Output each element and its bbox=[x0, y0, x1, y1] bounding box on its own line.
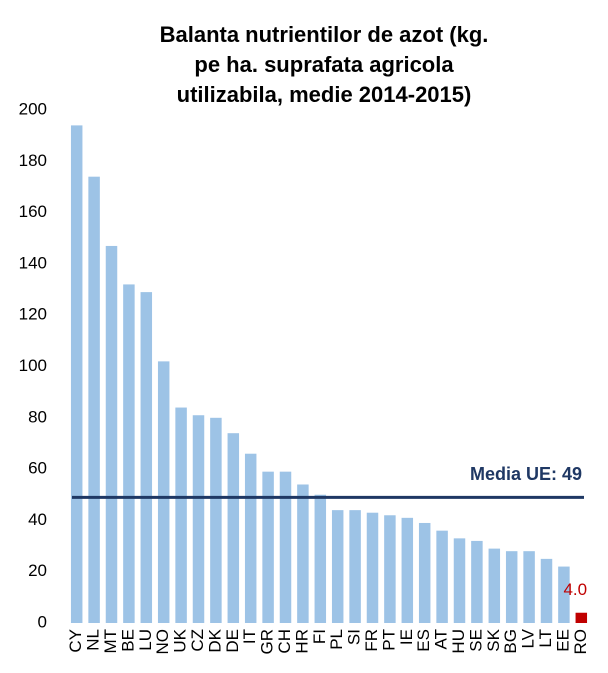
bar bbox=[210, 417, 222, 623]
bar bbox=[331, 510, 344, 623]
y-tick-label: 120 bbox=[19, 305, 47, 324]
x-tick-label: HU bbox=[449, 629, 468, 654]
x-tick-label: IE bbox=[397, 629, 416, 645]
x-tick-label: RO bbox=[571, 629, 590, 655]
y-tick-label: 140 bbox=[19, 253, 47, 272]
bar bbox=[70, 125, 83, 623]
x-tick-label: DE bbox=[223, 629, 242, 653]
y-tick-label: 160 bbox=[19, 202, 47, 221]
bar bbox=[297, 484, 309, 623]
bar bbox=[105, 245, 118, 623]
bar bbox=[349, 510, 361, 623]
x-tick-label: GR bbox=[258, 629, 277, 655]
x-tick-label: DK bbox=[205, 628, 224, 652]
bar bbox=[279, 471, 292, 623]
x-tick-label: BE bbox=[118, 629, 137, 652]
chart-title: pe ha. suprafata agricola bbox=[194, 52, 454, 77]
y-tick-label: 40 bbox=[28, 510, 47, 529]
x-tick-label: NL bbox=[84, 629, 103, 651]
bar bbox=[558, 566, 570, 623]
bar bbox=[227, 433, 240, 623]
bar bbox=[436, 530, 448, 623]
x-tick-label: SI bbox=[345, 629, 364, 645]
x-tick-label: FI bbox=[310, 629, 329, 644]
bar bbox=[140, 292, 153, 623]
x-tick-label: BG bbox=[501, 629, 520, 654]
bar bbox=[505, 551, 518, 623]
x-tick-label: CZ bbox=[188, 629, 207, 652]
x-tick-label: MT bbox=[101, 629, 120, 654]
reference-label: Media UE: 49 bbox=[470, 464, 582, 484]
y-tick-label: 80 bbox=[28, 407, 47, 426]
x-tick-label: UK bbox=[171, 628, 190, 652]
x-tick-label: LU bbox=[136, 629, 155, 651]
bar bbox=[401, 517, 414, 623]
y-tick-label: 100 bbox=[19, 356, 47, 375]
bar bbox=[453, 538, 466, 623]
bar bbox=[88, 176, 100, 623]
chart-title: Balanta nutrientilor de azot (kg. bbox=[160, 22, 489, 47]
bar bbox=[471, 540, 483, 623]
x-tick-label: IT bbox=[240, 629, 259, 644]
bar bbox=[192, 415, 205, 623]
bar bbox=[540, 558, 553, 623]
x-tick-label: HR bbox=[292, 629, 311, 654]
x-tick-label: ES bbox=[414, 629, 433, 652]
bar bbox=[575, 612, 588, 623]
x-tick-label: SK bbox=[484, 628, 503, 651]
chart-title: utilizabila, medie 2014-2015) bbox=[177, 82, 472, 107]
y-tick-label: 60 bbox=[28, 459, 47, 478]
bar bbox=[175, 407, 187, 623]
x-tick-label: FR bbox=[362, 629, 381, 652]
bar bbox=[314, 494, 327, 623]
x-tick-label: LT bbox=[536, 629, 555, 648]
y-tick-label: 20 bbox=[28, 561, 47, 580]
bar bbox=[488, 548, 501, 623]
x-tick-label: AT bbox=[432, 629, 451, 649]
bar bbox=[157, 361, 170, 623]
bar bbox=[418, 522, 431, 623]
bar bbox=[384, 515, 396, 623]
x-tick-label: PT bbox=[379, 629, 398, 651]
x-tick-label: SE bbox=[466, 629, 485, 652]
x-tick-label: PL bbox=[327, 629, 346, 650]
bar bbox=[523, 551, 535, 623]
x-tick-label: EE bbox=[553, 629, 572, 652]
x-tick-label: CY bbox=[66, 629, 85, 653]
y-tick-label: 0 bbox=[38, 612, 47, 631]
y-tick-label: 200 bbox=[19, 99, 47, 118]
y-tick-label: 180 bbox=[19, 151, 47, 170]
value-label: 4.0 bbox=[563, 580, 587, 599]
x-tick-label: LV bbox=[519, 628, 538, 648]
bar bbox=[244, 453, 257, 623]
x-tick-label: NO bbox=[153, 629, 172, 655]
bar bbox=[123, 284, 135, 623]
bar bbox=[366, 512, 379, 623]
x-tick-label: CH bbox=[275, 629, 294, 654]
bar bbox=[262, 471, 274, 623]
